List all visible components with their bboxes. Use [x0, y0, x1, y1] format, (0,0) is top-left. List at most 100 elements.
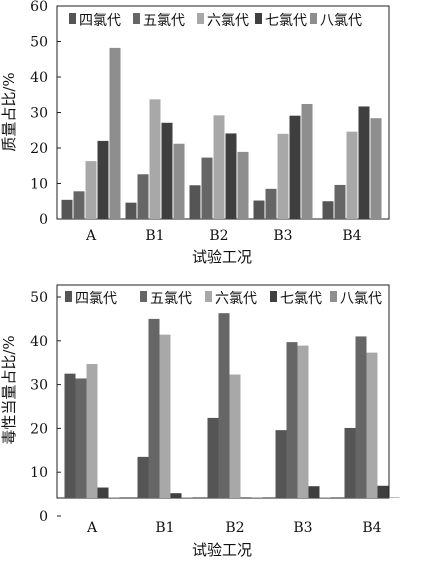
bar-a-series-1: [61, 199, 73, 219]
x-tick-label: B2: [225, 520, 244, 536]
legend-label: 六氯代: [215, 291, 257, 307]
y-axis: 0 10 20 30 40 50 60: [30, 0, 61, 228]
bar-b1-series-5: [173, 143, 185, 219]
legend-label: 四氯代: [75, 291, 117, 307]
x-axis-label: 试验工况: [192, 541, 252, 559]
bar-b2-series-3: [213, 115, 225, 219]
legend-swatch: [255, 13, 262, 24]
legend-label: 五氯代: [143, 13, 185, 29]
bar-b2-series-5: [251, 497, 263, 498]
bar-b3-series-3: [297, 345, 309, 498]
y-tick-label: 20: [30, 421, 48, 437]
x-tick-label: B1: [155, 520, 174, 536]
legend-label: 八氯代: [320, 13, 362, 29]
y-tick-label: 40: [30, 70, 48, 86]
y-tick-label: 30: [30, 106, 48, 122]
bar-b2-series-1: [207, 417, 219, 498]
bar-a-series-2: [75, 378, 87, 498]
y-tick-label: 0: [39, 509, 48, 525]
bar-b3-series-4: [308, 486, 320, 498]
bar-a-series-5: [109, 47, 121, 219]
bar-b3-series-1: [253, 200, 265, 219]
legend-swatch: [270, 291, 277, 302]
bar-b1-series-5: [181, 497, 193, 498]
bar-a-series-4: [97, 140, 109, 219]
legend-label: 六氯代: [207, 13, 249, 29]
legend-swatch: [205, 291, 212, 302]
legend-swatch: [197, 13, 204, 24]
legend-swatch: [69, 13, 76, 24]
x-axis-label: 试验工况: [192, 248, 252, 266]
bar-b3-series-2: [265, 188, 277, 219]
bar-b2-series-3: [229, 374, 241, 498]
bars: [64, 313, 400, 498]
chart-panel-1: 0 10 20 30 40 50 60 质量占比/% A B1 B2 B3 B4 试验工况 四氯代 五氯代 六氯…: [0, 0, 390, 266]
bar-b1-series-3: [159, 334, 171, 498]
bar-a-series-5: [108, 497, 120, 498]
bar-b4-series-4: [358, 106, 370, 219]
x-tick-label: A: [85, 228, 97, 244]
bar-b3-series-5: [301, 103, 313, 219]
legend: 四氯代 五氯代 六氯代 七氯代 八氯代: [69, 13, 362, 29]
bar-b4-series-1: [322, 201, 334, 219]
bar-b1-series-2: [148, 318, 160, 498]
bar-b4-series-4: [377, 485, 389, 498]
bar-b3-series-4: [289, 115, 301, 219]
x-tick-label: B4: [362, 520, 381, 536]
bar-b2-series-2: [218, 313, 230, 498]
y-tick-label: 30: [30, 378, 48, 394]
x-tick-label: B1: [145, 228, 164, 244]
bar-b4-series-3: [366, 352, 378, 498]
x-tick-label: B4: [342, 228, 361, 244]
x-tick-label: B3: [293, 520, 312, 536]
y-axis-label: 毒性当量占比/%: [0, 335, 18, 444]
legend-label: 七氯代: [265, 13, 307, 29]
bar-b4-series-2: [334, 184, 346, 219]
bar-b2-series-2: [201, 157, 213, 219]
bar-a-series-1: [64, 373, 76, 498]
x-tick-label: B2: [209, 228, 228, 244]
bars: [61, 47, 382, 219]
bar-b4-series-3: [346, 131, 358, 219]
y-tick-label: 50: [30, 35, 48, 51]
bar-b3-series-3: [277, 133, 289, 219]
legend-label: 四氯代: [79, 13, 121, 29]
legend-swatch: [65, 291, 72, 302]
bar-b1-series-4: [170, 493, 182, 498]
legend-swatch: [140, 291, 147, 302]
bar-b4-series-1: [344, 427, 356, 498]
bar-b1-series-1: [137, 456, 149, 498]
y-tick-label: 20: [30, 141, 48, 157]
y-tick-label: 0: [39, 212, 48, 228]
y-tick-label: 10: [30, 465, 48, 481]
y-tick-label: 60: [30, 0, 48, 15]
x-tick-label: A: [86, 520, 98, 536]
bar-b1-series-1: [125, 202, 137, 219]
bar-a-series-3: [85, 161, 97, 219]
bar-b2-series-4: [225, 133, 237, 219]
bar-b2-series-5: [237, 151, 249, 219]
bar-b2-series-4: [240, 497, 252, 498]
y-tick-label: 50: [30, 290, 48, 306]
bar-b4-series-5: [370, 118, 382, 219]
bar-b3-series-5: [319, 497, 331, 498]
bar-b4-series-2: [355, 336, 367, 498]
bar-b2-series-1: [189, 185, 201, 219]
legend-label: 五氯代: [150, 291, 192, 307]
bar-b1-series-2: [137, 174, 149, 219]
chart-panel-2: 0 10 20 30 40 50 毒性当量占比/% A B1 B2 B3 B4 试验工况 四氯代 五氯代 六氯…: [0, 284, 400, 559]
y-tick-label: 40: [30, 334, 48, 350]
y-axis: 0 10 20 30 40 50: [30, 290, 61, 525]
y-axis-label: 质量占比/%: [0, 72, 18, 151]
y-tick-label: 10: [30, 177, 48, 193]
bar-b4-series-5: [388, 497, 400, 498]
bar-b1-series-3: [149, 99, 161, 219]
legend-swatch: [133, 13, 140, 24]
bar-a-series-2: [73, 191, 85, 219]
legend: 四氯代 五氯代 六氯代 七氯代 八氯代: [65, 291, 382, 307]
bar-b3-series-1: [275, 430, 287, 498]
legend-label: 七氯代: [280, 291, 322, 307]
bar-a-series-3: [86, 364, 98, 498]
legend-label: 八氯代: [340, 291, 382, 307]
